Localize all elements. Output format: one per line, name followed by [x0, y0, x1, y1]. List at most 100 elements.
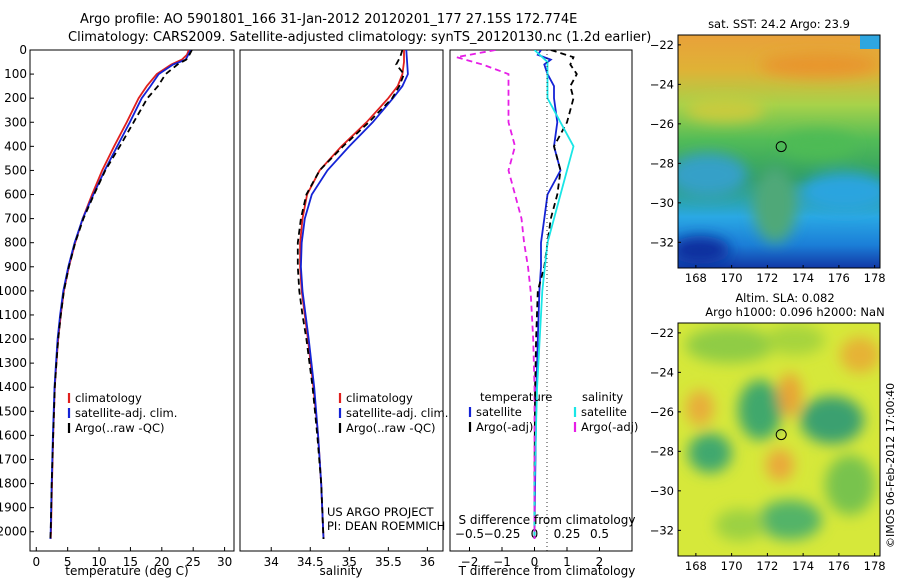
- sla-features: [685, 325, 880, 541]
- pi-annotation: PI: DEAN ROEMMICH: [327, 519, 445, 533]
- sla-map: Altim. SLA: 0.082 Argo h1000: 0.096 h200…: [650, 291, 886, 573]
- map-x-tick-label: 176: [828, 271, 850, 285]
- map-x-tick-label: 178: [864, 271, 886, 285]
- map-x-tick-label: 178: [864, 559, 886, 573]
- x-tick-label: 15: [123, 555, 138, 569]
- s-tick-label: 0.25: [554, 527, 581, 541]
- depth-tick-label: 800: [4, 236, 27, 250]
- depth-tick-label: 500: [4, 163, 27, 177]
- s-tick-label: −0.5: [455, 527, 484, 541]
- x-tick-label: 10: [91, 555, 106, 569]
- depth-tick-label: 1700: [0, 452, 27, 466]
- series-line-salinity-satellite: [533, 50, 575, 539]
- depth-tick-label: 400: [4, 139, 27, 153]
- depth-tick-label: 1100: [0, 308, 27, 322]
- s-difference-label: S difference from climatology: [459, 513, 636, 527]
- x-tick-label: 1: [563, 555, 571, 569]
- x-tick-label: 0: [32, 555, 40, 569]
- legend-label: satellite: [476, 405, 522, 419]
- sla-map-title-1: Altim. SLA: 0.082: [735, 291, 834, 305]
- series-line-satellite-adj-clim-: [49, 50, 192, 540]
- depth-tick-label: 1600: [0, 428, 27, 442]
- climatology-title: Climatology: CARS2009. Satellite-adjuste…: [68, 30, 652, 45]
- map-y-tick-label: −30: [650, 196, 674, 210]
- x-tick-label: 34.5: [297, 555, 324, 569]
- map-y-tick-label: −32: [650, 523, 674, 537]
- map-y-tick-label: −32: [650, 235, 674, 249]
- depth-tick-label: 600: [4, 188, 27, 202]
- depth-tick-label: 100: [4, 67, 27, 81]
- series-line-salinity-argo-adj-: [456, 50, 536, 539]
- x-tick-label: 35.5: [375, 555, 402, 569]
- map-x-tick-label: 168: [685, 271, 707, 285]
- map-y-tick-label: −28: [650, 156, 674, 170]
- map-x-tick-label: 176: [828, 559, 850, 573]
- depth-tick-label: 1200: [0, 332, 27, 346]
- argo-position-marker: [775, 429, 787, 441]
- legend-label: satellite: [581, 405, 627, 419]
- map-x-tick-label: 174: [792, 271, 814, 285]
- map-x-tick-label: 170: [721, 271, 743, 285]
- map-y-tick-label: −30: [650, 484, 674, 498]
- difference-legend: temperaturesatelliteArgo(-adj)salinitysa…: [468, 390, 638, 434]
- map-y-tick-label: −28: [650, 444, 674, 458]
- depth-tick-label: 0: [19, 43, 27, 57]
- x-tick-label: 2: [596, 555, 604, 569]
- legend-label: climatology: [75, 391, 142, 405]
- x-tick-label: −1: [493, 555, 511, 569]
- temperature-xlabel: temperature (deg C): [65, 564, 188, 578]
- map-y-tick-label: −22: [650, 326, 674, 340]
- x-tick-label: 25: [186, 555, 201, 569]
- legend-label: satellite-adj. clim.: [346, 406, 448, 420]
- series-line-climatology: [49, 50, 190, 540]
- x-tick-label: 0: [531, 555, 539, 569]
- temperature-panel-frame: [29, 49, 235, 552]
- x-tick-label: 30: [217, 555, 232, 569]
- series-line-argo-raw-qc-: [49, 50, 193, 540]
- depth-tick-label: 900: [4, 260, 27, 274]
- project-annotation: US ARGO PROJECT: [327, 505, 435, 519]
- depth-axis: 0 100 200 300 400 500 600 700 800 900 1000 1100 1200…: [0, 43, 34, 539]
- legend-label: Argo(-adj): [581, 420, 638, 434]
- salinity-xlabel: salinity: [319, 564, 362, 578]
- s-tick-label: −0.25: [484, 527, 521, 541]
- depth-tick-label: 300: [4, 115, 27, 129]
- legend-group-title: temperature: [480, 390, 552, 404]
- sla-map-title-2: Argo h1000: 0.096 h2000: NaN: [705, 305, 884, 319]
- series-line-temperature-argo-adj-: [533, 50, 578, 539]
- depth-tick-label: 2000: [0, 525, 27, 539]
- x-tick-label: 36: [420, 555, 435, 569]
- map-x-tick-label: 172: [756, 271, 778, 285]
- depth-tick-label: 1900: [0, 501, 27, 515]
- sla-map-frame: [677, 322, 881, 557]
- series-line-argo-raw-qc-: [296, 50, 406, 540]
- legend-label: Argo(..raw -QC): [75, 421, 165, 435]
- s-tick-label: 0.5: [590, 527, 609, 541]
- x-tick-label: 35: [342, 555, 357, 569]
- salinity-panel: 34 34.5 35 35.5 36 salinity climatologysatel…: [264, 50, 448, 578]
- sst-features: [678, 53, 880, 264]
- map-y-tick-label: −26: [650, 405, 674, 419]
- sst-map-title: sat. SST: 24.2 Argo: 23.9: [708, 17, 850, 31]
- t-difference-xlabel: T difference from climatology: [458, 564, 636, 578]
- legend-label: Argo(-adj): [476, 420, 533, 434]
- sst-land-mask: [860, 35, 880, 49]
- depth-tick-label: 1800: [0, 477, 27, 491]
- sst-map-frame: [677, 34, 881, 269]
- map-x-tick-label: 174: [792, 559, 814, 573]
- legend-group-title: salinity: [582, 390, 623, 404]
- temperature-panel: 0 5 10 15 20 25 30 temperature (deg C) climato…: [32, 50, 232, 578]
- argo-position-marker: [775, 141, 787, 153]
- series-line-climatology: [299, 50, 405, 540]
- x-tick-label: 20: [154, 555, 169, 569]
- map-x-tick-label: 168: [685, 559, 707, 573]
- legend-label: satellite-adj. clim.: [75, 406, 177, 420]
- map-x-tick-label: 170: [721, 559, 743, 573]
- map-y-tick-label: −24: [650, 77, 674, 91]
- map-x-tick-label: 172: [756, 559, 778, 573]
- sst-map: sat. SST: 24.2 Argo: 23.9 168 170 172 174 17…: [650, 17, 886, 285]
- legend-label: climatology: [346, 391, 413, 405]
- depth-tick-label: 1300: [0, 356, 27, 370]
